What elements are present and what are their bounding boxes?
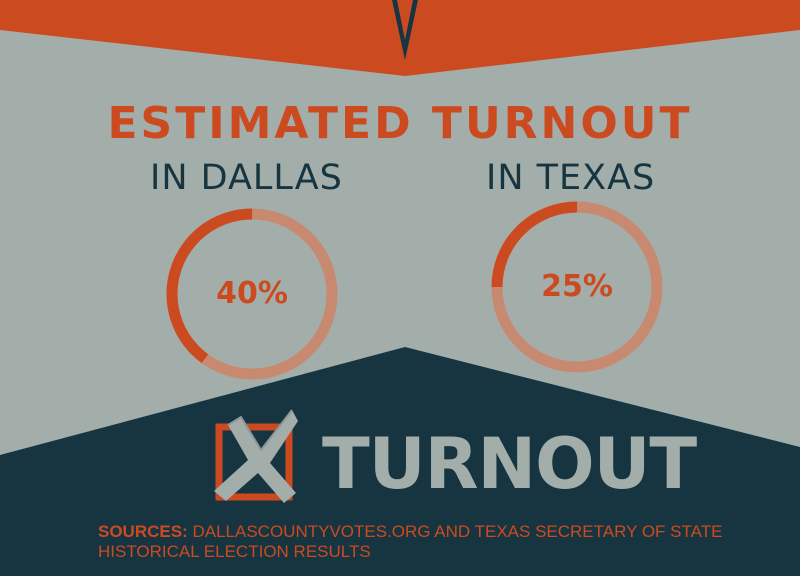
ring-graphic-dallas [166,208,338,380]
bottom-panel [0,347,800,576]
turnout-wordmark: TURNOUT [322,423,697,505]
turnout-ring-texas: 25% [487,197,667,377]
top-banner [0,0,800,76]
region-label-texas: IN TEXAS [486,158,656,198]
sources-prefix: SOURCES: [98,522,188,541]
ring-fill [491,201,663,373]
turnout-ring-dallas: 40% [162,204,342,384]
ring-graphic-texas [491,201,663,373]
top-banner-notch-inner [397,0,413,40]
page-title: ESTIMATED TURNOUT [107,98,693,149]
sources-note: SOURCES: DALLASCOUNTYVOTES.ORG AND TEXAS… [98,522,788,562]
ballot-check-icon [214,409,298,503]
sources-text: DALLASCOUNTYVOTES.ORG AND TEXAS SECRETAR… [98,522,723,561]
percent-dallas: 40% [216,276,288,311]
percent-texas: 25% [541,269,613,304]
region-label-dallas: IN DALLAS [150,158,343,198]
ring-fill [166,208,338,380]
